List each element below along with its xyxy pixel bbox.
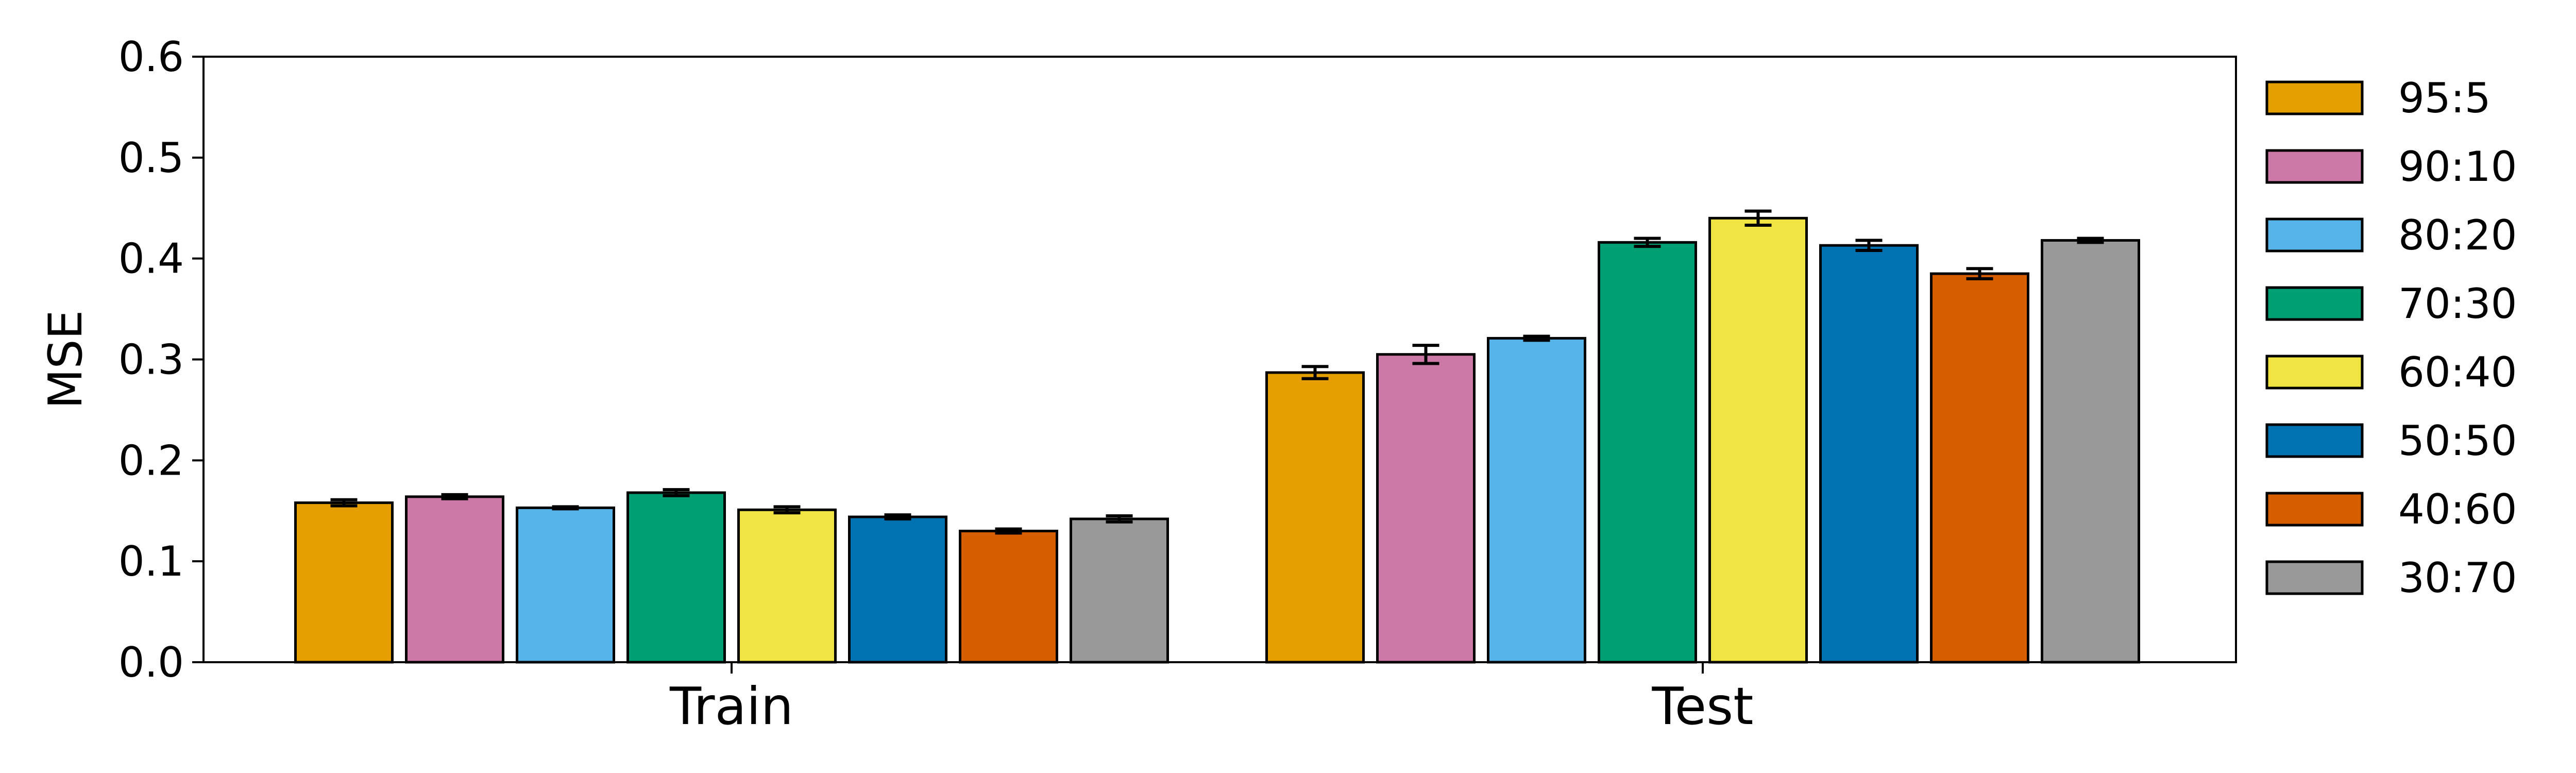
error-bar (1106, 514, 1133, 524)
legend-swatch (2265, 286, 2364, 321)
legend-item: 50:50 (2265, 417, 2517, 465)
x-tick-label: Train (669, 676, 793, 736)
bar-train-60-40 (737, 508, 837, 664)
error-bar (773, 505, 801, 515)
bar-test-90-10 (1376, 353, 1476, 664)
y-tick-label: 0.2 (118, 436, 184, 484)
legend-item: 40:60 (2265, 485, 2517, 533)
bar-test-60-40 (1708, 216, 1808, 664)
y-tick-label: 0.4 (118, 235, 184, 283)
error-bar (330, 498, 358, 508)
bar-test-50-50 (1819, 244, 1919, 664)
error-bars (330, 209, 2104, 535)
bar-train-50-50 (848, 515, 947, 664)
legend-swatch (2265, 80, 2364, 115)
error-bar (1855, 239, 1883, 252)
bars (294, 216, 2140, 664)
legend-label: 90:10 (2398, 143, 2517, 191)
legend-swatch (2265, 149, 2364, 184)
bar-test-80-20 (1487, 337, 1586, 664)
error-bar (1744, 209, 1772, 227)
y-tick-label: 0.3 (118, 336, 184, 384)
bar-train-30-70 (1070, 517, 1169, 664)
bar-test-40-60 (1930, 272, 2029, 664)
legend-swatch (2265, 492, 2364, 527)
bar-train-80-20 (516, 506, 615, 664)
bar-train-90-10 (405, 495, 504, 664)
legend-item: 80:20 (2265, 211, 2517, 259)
legend-swatch (2265, 217, 2364, 253)
error-bar (663, 488, 690, 497)
y-axis-label: MSE (39, 310, 93, 409)
legend-label: 60:40 (2398, 348, 2517, 396)
legend-label: 95:5 (2398, 74, 2491, 122)
error-bar (1634, 237, 1661, 248)
legend-label: 50:50 (2398, 417, 2517, 465)
legend-item: 60:40 (2265, 348, 2517, 396)
legend-swatch (2265, 423, 2364, 458)
y-tick-label: 0.6 (118, 33, 184, 81)
y-axis: 0.0 0.1 0.2 0.3 0.4 0.5 0.6 (118, 33, 204, 686)
error-bar (1523, 334, 1550, 342)
bar-train-95-5 (294, 501, 394, 664)
legend: 95:5 90:10 80:20 70:30 60:40 50:50 40:60 30:70 (2265, 74, 2517, 602)
x-axis: Train Test (669, 662, 1753, 736)
legend-swatch (2265, 355, 2364, 390)
legend-label: 40:60 (2398, 485, 2517, 533)
bar-test-95-5 (1265, 371, 1365, 664)
plot-area: 0.0 0.1 0.2 0.3 0.4 0.5 0.6 Train Test (118, 33, 2237, 736)
legend-item: 30:70 (2265, 554, 2517, 602)
y-tick-label: 0.1 (118, 537, 184, 585)
legend-label: 30:70 (2398, 554, 2517, 602)
x-tick-label: Test (1652, 676, 1754, 736)
bar-test-30-70 (2041, 239, 2140, 664)
error-bar (2077, 237, 2104, 244)
legend-item: 90:10 (2265, 143, 2517, 191)
legend-item: 95:5 (2265, 74, 2491, 122)
error-bar (995, 527, 1022, 535)
error-bar (884, 513, 911, 520)
bar-train-40-60 (959, 529, 1058, 664)
y-tick-label: 0.0 (118, 638, 184, 686)
legend-item: 70:30 (2265, 280, 2517, 328)
error-bar (552, 505, 579, 511)
legend-label: 70:30 (2398, 280, 2517, 328)
error-bar (1966, 267, 1993, 280)
legend-swatch (2265, 560, 2364, 595)
error-bar (1301, 365, 1329, 380)
bar-train-70-30 (626, 491, 726, 664)
bar-test-70-30 (1598, 241, 1697, 664)
error-bar (1412, 344, 1439, 365)
legend-label: 80:20 (2398, 211, 2517, 259)
error-bar (441, 493, 468, 500)
y-tick-label: 0.5 (118, 134, 184, 182)
